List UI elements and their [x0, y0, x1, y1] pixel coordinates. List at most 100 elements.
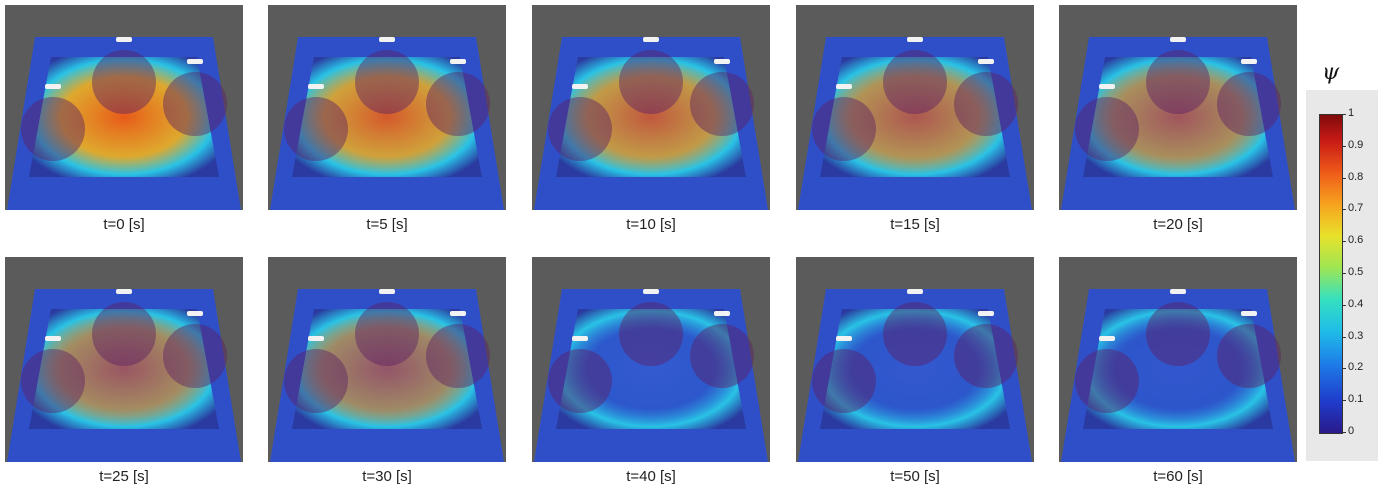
simulation-frame — [5, 257, 243, 462]
drone-icon — [44, 84, 61, 89]
sensing-cone — [883, 301, 947, 366]
drone-icon — [307, 336, 324, 341]
colorbar-tick — [1342, 241, 1346, 243]
colorbar-tick-label: 0.9 — [1348, 138, 1364, 151]
drone-icon — [907, 36, 923, 42]
drone-icon — [379, 36, 395, 42]
drone-icon — [978, 59, 995, 65]
time-label: t=10 [s] — [626, 216, 676, 233]
coverage-field — [534, 289, 768, 462]
simulation-frame — [5, 5, 243, 210]
drone-icon — [907, 288, 923, 294]
sensing-cone — [426, 72, 491, 137]
coverage-field — [270, 289, 504, 462]
sensing-cone — [92, 49, 156, 114]
drone-icon — [1098, 336, 1115, 341]
colorbar-tick-label: 1 — [1348, 107, 1355, 119]
sensing-cone — [92, 301, 156, 366]
coverage-field — [798, 37, 1032, 210]
sensing-cone — [163, 324, 228, 389]
colorbar-tick-label: 0.6 — [1348, 234, 1364, 247]
colorbar-tick — [1342, 114, 1346, 115]
sensing-cone — [20, 97, 85, 161]
time-label: t=30 [s] — [362, 468, 412, 485]
coverage-field — [1061, 37, 1295, 210]
coverage-field — [7, 37, 241, 210]
drone-icon — [450, 59, 467, 65]
colorbar-tick — [1342, 368, 1346, 370]
drone-icon — [571, 336, 588, 341]
simulation-frame — [1059, 257, 1297, 462]
coverage-field — [270, 37, 504, 210]
sensing-cone — [954, 72, 1019, 137]
colorbar-tick-label: 0.4 — [1348, 297, 1364, 310]
drone-icon — [116, 288, 132, 294]
colorbar-tick — [1342, 400, 1346, 402]
simulation-frame — [268, 5, 506, 210]
colorbar: 1 0.9 0.8 0.7 0.6 0.5 0.4 0.3 0.2 0.1 0 — [1306, 90, 1378, 461]
drone-icon — [714, 59, 731, 65]
drone-icon — [1170, 288, 1186, 294]
colorbar-tick-label: 0 — [1348, 425, 1355, 437]
sensing-cone — [355, 49, 419, 114]
coverage-field — [1061, 289, 1295, 462]
sensing-cone — [1217, 324, 1282, 389]
sensing-cone — [811, 97, 876, 161]
time-label: t=20 [s] — [1153, 216, 1203, 233]
psi-symbol: ψ — [1322, 60, 1340, 85]
sensing-cone — [811, 349, 876, 413]
drone-icon — [450, 311, 467, 317]
sensing-cone — [20, 349, 85, 413]
sensing-cone — [283, 349, 348, 413]
colorbar-tick-label: 0.2 — [1348, 361, 1364, 374]
drone-icon — [116, 36, 132, 42]
drone-icon — [643, 288, 659, 294]
time-label: t=40 [s] — [626, 468, 676, 485]
colorbar-tick — [1342, 432, 1346, 433]
drone-icon — [44, 336, 61, 341]
sensing-cone — [163, 72, 228, 137]
sensing-cone — [1074, 97, 1139, 161]
sensing-cone — [1074, 349, 1139, 413]
colorbar-tick — [1342, 336, 1346, 338]
drone-icon — [1241, 311, 1258, 317]
sensing-cone — [355, 301, 419, 366]
drone-icon — [307, 84, 324, 89]
sensing-cone — [1217, 72, 1282, 137]
colorbar-tick — [1342, 177, 1346, 179]
drone-icon — [835, 336, 852, 341]
sensing-cone — [619, 301, 683, 366]
sensing-cone — [283, 97, 348, 161]
sensing-cone — [547, 349, 612, 413]
sensing-cone — [547, 97, 612, 161]
colorbar-tick-label: 0.5 — [1348, 266, 1364, 278]
time-label: t=25 [s] — [99, 468, 149, 485]
simulation-frame — [532, 257, 770, 462]
colorbar-tick — [1342, 304, 1346, 306]
sensing-cone — [426, 324, 491, 389]
sensing-cone — [690, 324, 755, 389]
coverage-field — [534, 37, 768, 210]
sensing-cone — [883, 49, 947, 114]
coverage-field — [7, 289, 241, 462]
colorbar-tick — [1342, 209, 1346, 211]
sensing-cone — [690, 72, 755, 137]
drone-icon — [835, 84, 852, 89]
simulation-frame — [532, 5, 770, 210]
simulation-frame — [796, 257, 1034, 462]
drone-icon — [571, 84, 588, 89]
drone-icon — [643, 36, 659, 42]
drone-icon — [187, 59, 204, 65]
time-label: t=0 [s] — [103, 216, 145, 233]
coverage-field — [798, 289, 1032, 462]
time-label: t=15 [s] — [890, 216, 940, 233]
simulation-frame — [1059, 5, 1297, 210]
sensing-cone — [619, 49, 683, 114]
time-label: t=5 [s] — [366, 216, 408, 233]
colorbar-tick-label: 0.1 — [1348, 393, 1364, 406]
drone-icon — [1241, 59, 1258, 65]
sensing-cone — [1146, 49, 1210, 114]
drone-icon — [1098, 84, 1115, 89]
colorbar-tick-label: 0.3 — [1348, 329, 1364, 342]
sensing-cone — [954, 324, 1019, 389]
